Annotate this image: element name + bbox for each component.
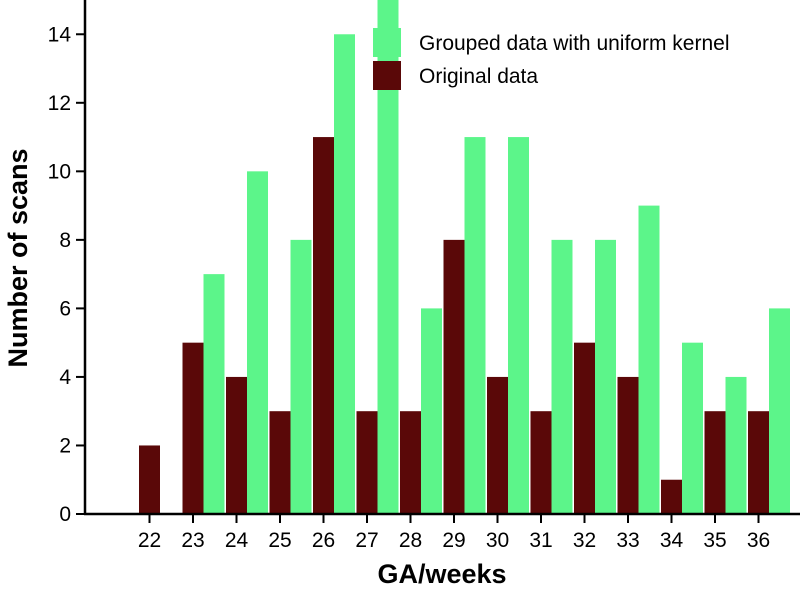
x-tick-label-29: 29 — [442, 529, 465, 552]
bar-grouped-31 — [551, 239, 573, 514]
bar-grouped-36 — [769, 308, 790, 514]
bar-original-27 — [356, 411, 378, 514]
legend-label-original: Original data — [419, 65, 538, 88]
x-tick-label-30: 30 — [486, 529, 509, 552]
bar-grouped-32 — [595, 239, 616, 514]
bar-grouped-34 — [682, 342, 703, 514]
x-tick-label-23: 23 — [181, 529, 204, 552]
y-axis-title: Number of scans — [3, 148, 33, 367]
x-tick-label-35: 35 — [703, 529, 726, 552]
y-tick-label-2: 2 — [59, 434, 71, 457]
y-tick-label-0: 0 — [59, 503, 71, 526]
bar-original-22 — [139, 445, 160, 514]
bar-original-36 — [748, 411, 769, 514]
bar-original-23 — [182, 342, 204, 514]
x-tick-label-25: 25 — [268, 529, 291, 552]
bar-original-33 — [617, 376, 639, 514]
bar-grouped-33 — [638, 205, 660, 514]
bars-group — [139, 0, 790, 515]
bar-original-28 — [400, 411, 421, 514]
bar-grouped-24 — [247, 171, 268, 515]
y-tick-label-4: 4 — [59, 366, 71, 389]
x-tick-label-31: 31 — [529, 529, 552, 552]
bar-original-26 — [313, 137, 334, 515]
x-tick-label-36: 36 — [747, 529, 770, 552]
bar-grouped-27 — [377, 0, 399, 514]
bar-grouped-30 — [508, 137, 529, 515]
bar-grouped-29 — [464, 137, 486, 515]
bar-original-30 — [487, 376, 508, 514]
x-tick-label-34: 34 — [660, 529, 684, 552]
y-axis: 0 2 4 6 8 10 12 14 — [48, 0, 87, 526]
x-axis-title: GA/weeks — [377, 559, 506, 589]
x-axis: 22 23 24 25 26 27 28 29 30 31 32 33 34 35 36 — [84, 512, 800, 552]
x-tick-label-28: 28 — [399, 529, 422, 552]
x-tick-label-26: 26 — [312, 529, 335, 552]
x-tick-label-33: 33 — [616, 529, 639, 552]
legend-swatch-grouped — [373, 28, 401, 57]
bar-grouped-25 — [290, 239, 312, 514]
y-tick-label-8: 8 — [59, 229, 71, 252]
legend-swatch-original — [373, 61, 401, 90]
x-tick-label-27: 27 — [355, 529, 378, 552]
bar-original-34 — [661, 479, 682, 514]
bar-original-32 — [574, 342, 595, 514]
y-tick-label-14: 14 — [48, 23, 72, 46]
bar-original-35 — [704, 411, 726, 514]
x-tick-label-24: 24 — [225, 529, 249, 552]
bar-grouped-35 — [725, 376, 747, 514]
y-tick-label-12: 12 — [48, 92, 71, 115]
bar-original-24 — [226, 376, 247, 514]
bar-original-29 — [443, 239, 465, 514]
bar-original-25 — [269, 411, 291, 514]
bar-grouped-26 — [334, 34, 355, 515]
y-tick-label-10: 10 — [48, 160, 71, 183]
x-tick-label-22: 22 — [138, 529, 161, 552]
x-tick-label-32: 32 — [573, 529, 596, 552]
bar-grouped-28 — [421, 308, 442, 514]
y-tick-label-6: 6 — [59, 297, 71, 320]
legend: Grouped data with uniform kernel Original… — [373, 28, 730, 90]
legend-label-grouped: Grouped data with uniform kernel — [419, 32, 730, 55]
bar-original-31 — [530, 411, 552, 514]
bar-grouped-23 — [203, 274, 225, 514]
